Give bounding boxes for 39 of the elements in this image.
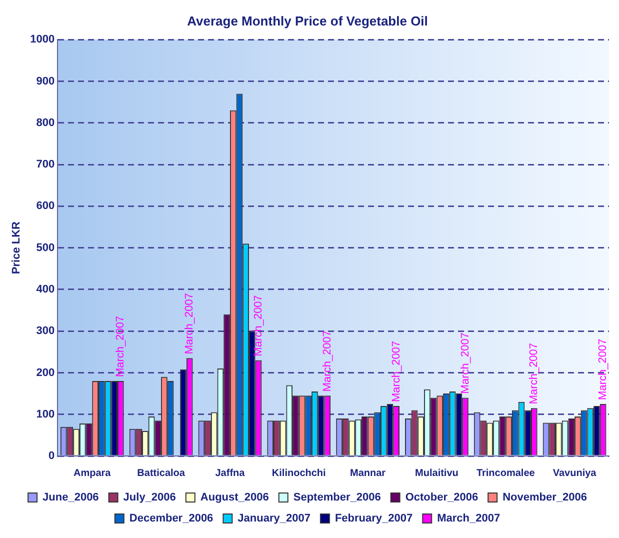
x-tick-label: Vavuniya bbox=[552, 468, 597, 479]
x-tick-label: Kilinochchi bbox=[272, 468, 326, 479]
y-axis-title: Price LKR bbox=[10, 221, 23, 274]
legend-label: February_2007 bbox=[334, 512, 413, 525]
annotation: March_2007 bbox=[597, 338, 610, 400]
x-tick-label: Trincomalee bbox=[476, 468, 536, 479]
y-tick-label: 300 bbox=[36, 325, 55, 338]
y-tick-label: 600 bbox=[36, 200, 55, 212]
x-tick-label: Jaffna bbox=[215, 468, 246, 479]
y-tick-label: 400 bbox=[36, 283, 55, 296]
legend-label: October_2006 bbox=[405, 492, 478, 504]
chart-title: Average Monthly Price of Vegetable Oil bbox=[187, 13, 428, 28]
y-tick-label: 200 bbox=[36, 366, 55, 379]
y-tick-label: 1000 bbox=[30, 34, 55, 46]
y-tick-label: 700 bbox=[36, 158, 55, 171]
annotation: March_2007 bbox=[459, 332, 472, 394]
legend-label: July_2006 bbox=[123, 492, 176, 504]
annotation: March_2007 bbox=[321, 330, 334, 392]
y-tick-label: 500 bbox=[36, 242, 55, 254]
y-tick-label: 800 bbox=[36, 116, 55, 129]
annotation: March_2007 bbox=[390, 340, 402, 402]
x-tick-label: Batticaloa bbox=[137, 468, 186, 479]
y-tick-label: 100 bbox=[36, 408, 55, 420]
y-tick-label: 900 bbox=[36, 75, 55, 88]
legend-label: March_2007 bbox=[437, 512, 500, 525]
legend-label: December_2006 bbox=[129, 512, 214, 525]
annotation: March_2007 bbox=[114, 316, 127, 378]
annotation: March_2007 bbox=[184, 292, 196, 354]
legend-label: November_2006 bbox=[502, 492, 587, 504]
y-tick-label: 0 bbox=[48, 450, 55, 462]
x-tick-label: Mannar bbox=[350, 468, 386, 479]
legend-label: June_2006 bbox=[42, 492, 99, 504]
x-tick-label: Mulaitivu bbox=[415, 468, 458, 479]
legend-label: September_2006 bbox=[293, 492, 381, 504]
legend-label: August_2006 bbox=[200, 492, 269, 504]
annotation: March_2007 bbox=[252, 295, 265, 356]
annotation: March_2007 bbox=[528, 342, 540, 404]
legend-label: January_2007 bbox=[238, 512, 310, 525]
x-tick-label: Ampara bbox=[74, 468, 112, 479]
